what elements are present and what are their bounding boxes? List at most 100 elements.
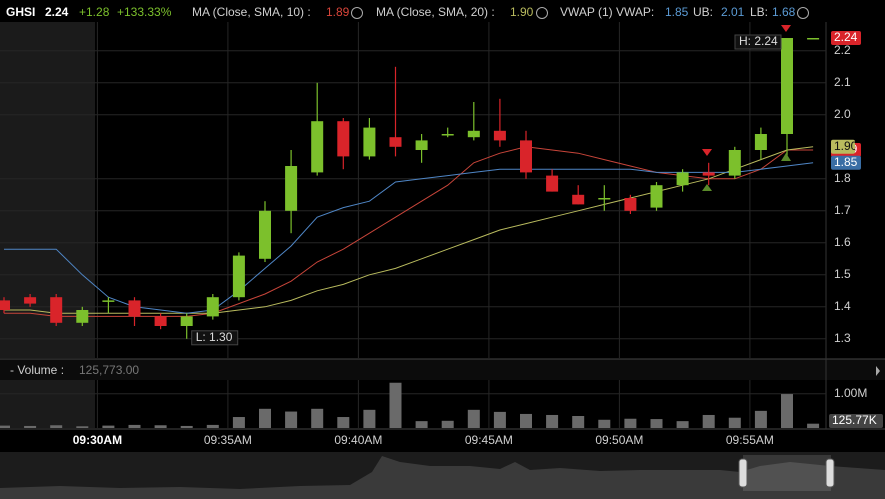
last-price: 2.24 bbox=[45, 5, 69, 19]
navigator-window[interactable] bbox=[743, 455, 831, 491]
x-tick-label: 09:55AM bbox=[726, 433, 774, 447]
candle-body bbox=[232, 255, 245, 298]
y-tick-label: 1.5 bbox=[834, 267, 851, 281]
volume-bar bbox=[285, 411, 298, 428]
volume-bar bbox=[50, 425, 63, 428]
annotation-box bbox=[191, 330, 239, 346]
volume-title: - Volume : bbox=[10, 363, 64, 377]
volume-bar bbox=[206, 424, 219, 428]
candle-body bbox=[206, 297, 219, 317]
volume-badge bbox=[829, 414, 883, 428]
candle-body bbox=[180, 316, 193, 326]
premarket-shade bbox=[0, 22, 95, 358]
candle-body bbox=[650, 185, 663, 208]
legend-value: 1.89 bbox=[326, 5, 350, 19]
y-tick-label: 2.1 bbox=[834, 75, 851, 89]
price-badge-label: 1.85 bbox=[834, 155, 858, 169]
premarket-shade bbox=[0, 380, 95, 428]
annotation-box bbox=[734, 34, 782, 50]
price-badge-label: 1.90 bbox=[834, 139, 858, 153]
sell-signal bbox=[702, 149, 712, 156]
volume-bar bbox=[754, 410, 767, 428]
candle-body bbox=[467, 130, 480, 138]
x-tick-label: 09:35AM bbox=[204, 433, 252, 447]
volume-bar bbox=[441, 420, 454, 428]
volume-bar bbox=[24, 425, 37, 428]
volume-bar bbox=[128, 424, 141, 428]
x-tick-label: 09:45AM bbox=[465, 433, 513, 447]
candle-body bbox=[311, 121, 324, 173]
candle-body bbox=[807, 38, 820, 40]
candle-body bbox=[337, 121, 350, 157]
candle-body bbox=[754, 134, 767, 150]
price-badge bbox=[831, 31, 861, 45]
close-icon[interactable] bbox=[797, 7, 809, 19]
sell-signal bbox=[781, 25, 791, 32]
y-tick-label: 1.4 bbox=[834, 299, 851, 313]
volume-bar bbox=[76, 426, 89, 428]
y-tick-label: 1.6 bbox=[834, 235, 851, 249]
price-badge-label: 2.24 bbox=[834, 30, 858, 44]
candle-body bbox=[50, 297, 63, 323]
volume-bar bbox=[363, 409, 376, 428]
volume-bar bbox=[520, 413, 532, 428]
symbol: GHSI bbox=[6, 5, 35, 19]
volume-bar bbox=[102, 425, 115, 428]
candle-body bbox=[415, 140, 428, 150]
legend-value: 1.68 bbox=[772, 5, 796, 19]
y-tick-label: 2.2 bbox=[834, 43, 851, 57]
volume-bar bbox=[467, 409, 480, 428]
x-tick-label: 09:50AM bbox=[595, 433, 643, 447]
navigator-handle[interactable] bbox=[825, 458, 835, 488]
volume-bar bbox=[493, 411, 506, 428]
volume-bar bbox=[598, 419, 611, 428]
annotation: H: 2.24 bbox=[739, 34, 778, 48]
navigator-handle[interactable] bbox=[738, 458, 748, 488]
candle-body bbox=[128, 300, 141, 317]
buy-signal bbox=[702, 184, 712, 191]
volume-bar bbox=[546, 414, 559, 428]
candle-body bbox=[102, 300, 115, 302]
candle-body bbox=[24, 297, 37, 304]
y-tick-label: 1.7 bbox=[834, 203, 851, 217]
change: +1.28 bbox=[79, 5, 110, 19]
collapse-icon[interactable] bbox=[876, 366, 880, 376]
volume-bar bbox=[154, 425, 167, 428]
volume-current: 125,773.00 bbox=[79, 363, 139, 377]
x-tick-label: 09:40AM bbox=[334, 433, 382, 447]
close-icon[interactable] bbox=[351, 7, 363, 19]
volume-bar bbox=[259, 408, 271, 428]
y-tick-label: 1.8 bbox=[834, 171, 851, 185]
price-badge-clip: 1.90 bbox=[834, 139, 858, 153]
y-tick-label: 2.0 bbox=[834, 107, 851, 121]
price-badge bbox=[831, 139, 855, 154]
y-tick-label: 1.00M bbox=[834, 386, 867, 400]
legend-label: MA (Close, SMA, 10) : bbox=[192, 5, 311, 19]
volume-bar bbox=[702, 414, 715, 428]
y-tick-label: 1.3 bbox=[834, 331, 851, 345]
close-icon[interactable] bbox=[536, 7, 548, 19]
volume-bar bbox=[650, 419, 663, 428]
volume-bar bbox=[572, 416, 585, 428]
legend-label: LB: bbox=[750, 5, 768, 19]
change-pct: +133.33% bbox=[117, 5, 172, 19]
candle-body bbox=[702, 172, 715, 176]
volume-badge-label: 125.77K bbox=[832, 413, 877, 427]
legend-value: 1.85 bbox=[665, 5, 689, 19]
candle-body bbox=[728, 150, 741, 176]
legend-label: UB: bbox=[693, 5, 713, 19]
volume-bar bbox=[311, 408, 324, 428]
plot bbox=[0, 38, 820, 428]
candle-body bbox=[676, 172, 689, 186]
candle-body bbox=[285, 166, 298, 211]
buy-signal bbox=[781, 153, 791, 161]
volume-bar bbox=[676, 421, 689, 428]
candle-body bbox=[493, 130, 506, 141]
price-badge bbox=[831, 155, 861, 170]
annotation: L: 1.30 bbox=[196, 330, 233, 344]
candle-body bbox=[154, 316, 167, 326]
candle-body bbox=[572, 194, 585, 205]
candle-body bbox=[363, 127, 376, 157]
candle-body bbox=[389, 137, 402, 147]
